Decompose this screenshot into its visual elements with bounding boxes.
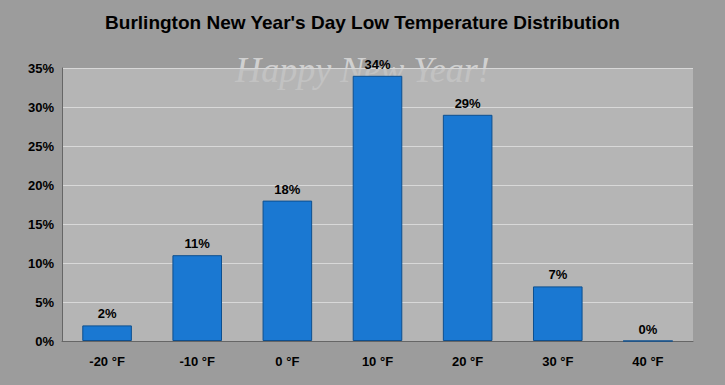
svg-text:30 °F: 30 °F [542, 354, 573, 369]
svg-text:10%: 10% [28, 256, 54, 271]
svg-text:35%: 35% [28, 61, 54, 76]
svg-text:0%: 0% [35, 334, 54, 349]
svg-text:20 °F: 20 °F [452, 354, 483, 369]
svg-text:15%: 15% [28, 217, 54, 232]
svg-text:5%: 5% [35, 295, 54, 310]
svg-text:-10 °F: -10 °F [179, 354, 215, 369]
svg-text:40 °F: 40 °F [632, 354, 663, 369]
svg-text:Burlington New Year's Day Low: Burlington New Year's Day Low Temperatur… [105, 12, 620, 33]
svg-text:11%: 11% [185, 236, 211, 251]
svg-text:20%: 20% [28, 178, 54, 193]
svg-text:0%: 0% [639, 322, 658, 337]
svg-text:34%: 34% [364, 57, 390, 72]
svg-text:0 °F: 0 °F [275, 354, 299, 369]
svg-text:25%: 25% [28, 139, 54, 154]
svg-text:30%: 30% [28, 100, 54, 115]
svg-text:7%: 7% [548, 267, 567, 282]
svg-text:2%: 2% [98, 306, 117, 321]
svg-text:-20 °F: -20 °F [89, 354, 125, 369]
svg-text:29%: 29% [455, 96, 481, 111]
svg-text:10 °F: 10 °F [362, 354, 393, 369]
svg-text:18%: 18% [274, 182, 300, 197]
